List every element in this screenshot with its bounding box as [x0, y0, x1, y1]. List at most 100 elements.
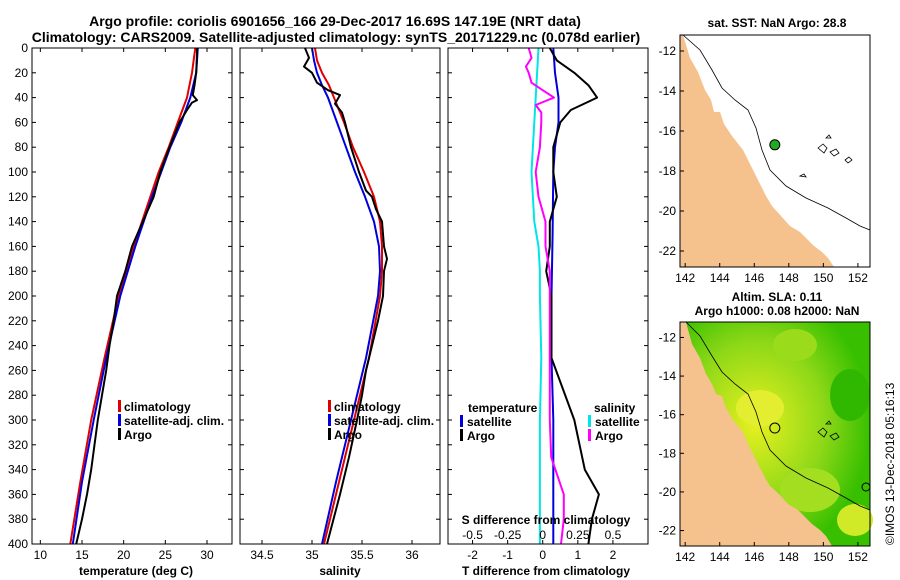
map-x-tick-label: 148 — [779, 550, 799, 564]
x-tick-label: 35 — [305, 548, 319, 562]
sla-map-patch — [736, 390, 784, 426]
sal-legend-argo-mark — [328, 428, 331, 440]
sst-map-islands — [798, 134, 853, 178]
map-y-tick-label: -16 — [659, 408, 677, 422]
sst-map-title: sat. SST: NaN Argo: 28.8 — [708, 16, 847, 30]
map-x-tick-label: 152 — [848, 550, 868, 564]
sst-map-argo-marker — [769, 139, 781, 151]
legend-salinity-satellite-mark — [588, 415, 591, 427]
series-line-climatology — [314, 47, 383, 545]
depth-tick-label: 400 — [8, 537, 28, 551]
temp-legend-argo-mark — [118, 428, 121, 440]
map-x-tick-label: 146 — [744, 550, 764, 564]
sla-map-patch — [837, 504, 873, 536]
sla-map-title-line1: Altim. SLA: 0.11 — [732, 290, 823, 304]
x-tick-label: 25 — [159, 548, 173, 562]
difference-legend-temperature: temperature satellite Argo — [460, 401, 538, 443]
salinity-axis-label: salinity — [319, 564, 361, 578]
map-y-tick-label: -16 — [659, 124, 677, 138]
difference-series — [448, 47, 648, 545]
temperature-panel: 0 20 40 60 80 100 120 140 160 180 200 220 240 260 280 3… — [8, 41, 233, 578]
legend-temperature-title: temperature — [468, 401, 538, 415]
x-tick-label: -2 — [467, 548, 478, 562]
legend-temperature-argo-mark — [460, 429, 463, 441]
depth-tick-label: 220 — [8, 314, 28, 328]
map-y-tick-label: -22 — [659, 524, 677, 538]
t-difference-tick-labels: -2 -1 0 1 2 — [467, 48, 617, 562]
series-line-argo — [303, 47, 388, 545]
depth-tick-label: 60 — [15, 115, 29, 129]
depth-tick-label: 240 — [8, 339, 28, 353]
x-tick-label: 34.5 — [250, 548, 274, 562]
temp-legend-satellite: satellite-adj. clim. — [124, 414, 224, 428]
map-x-tick-label: 150 — [813, 550, 833, 564]
depth-tick-label: 340 — [8, 463, 28, 477]
salinity-frame — [239, 47, 441, 545]
temp-legend-climatology-mark — [118, 400, 121, 412]
map-y-tick-label: -20 — [659, 485, 677, 499]
depth-tick-label: 40 — [15, 91, 29, 105]
map-y-tick-label: -22 — [659, 244, 677, 258]
salinity-legend: climatology satellite-adj. clim. Argo — [328, 400, 434, 442]
s-tick-label: 0.25 — [566, 528, 590, 542]
depth-tick-label: 360 — [8, 487, 28, 501]
map-x-tick-label: 150 — [813, 271, 833, 285]
sst-map: sat. SST: NaN Argo: 28.8 142 144 146 148 150… — [659, 16, 871, 285]
map-x-tick-label: 146 — [744, 271, 764, 285]
map-y-tick-label: -14 — [659, 369, 677, 383]
difference-legend-salinity: salinity satellite Argo — [588, 401, 640, 443]
x-tick-label: 15 — [75, 548, 89, 562]
map-x-tick-label: 142 — [675, 271, 695, 285]
sst-map-tick-labels: 142 144 146 148 150 152 -12 -14 -16 -18 -20 -22 — [659, 44, 869, 285]
temperature-axis-label: temperature (deg C) — [79, 564, 193, 578]
x-tick-label: -1 — [502, 548, 513, 562]
series-line-salinity-satellite — [530, 47, 543, 544]
sla-map-frame — [679, 321, 871, 547]
sla-map-land — [680, 322, 832, 546]
sst-map-land — [680, 35, 834, 267]
sal-legend-climatology-mark — [328, 400, 331, 412]
map-y-tick-label: -18 — [659, 164, 677, 178]
depth-tick-label: 140 — [8, 215, 28, 229]
map-x-tick-label: 148 — [779, 271, 799, 285]
title-line1: Argo profile: coriolis 6901656_166 29-De… — [89, 13, 581, 29]
temperature-legend: climatology satellite-adj. clim. Argo — [118, 400, 224, 442]
depth-tick-label: 120 — [8, 190, 28, 204]
x-tick-label: 30 — [200, 548, 214, 562]
sal-legend-climatology: climatology — [334, 400, 401, 414]
series-line-temperature-satellite — [550, 47, 560, 544]
sst-map-frame — [679, 34, 871, 268]
depth-tick-labels: 0 20 40 60 80 100 120 140 160 180 200 220 240 260 280 3… — [8, 41, 28, 551]
sla-map-islands — [817, 420, 840, 441]
legend-salinity-satellite: satellite — [595, 415, 640, 429]
temperature-tick-labels: 10 15 20 25 30 — [34, 48, 214, 562]
map-y-tick-label: -12 — [659, 330, 677, 344]
sal-legend-satellite: satellite-adj. clim. — [334, 414, 434, 428]
legend-salinity-argo: Argo — [595, 429, 623, 443]
sla-map-patch — [773, 329, 817, 361]
depth-tick-label: 320 — [8, 438, 28, 452]
s-tick-label: 0 — [539, 528, 546, 542]
s-tick-label: -0.25 — [494, 528, 522, 542]
depth-tick-label: 20 — [15, 66, 29, 80]
legend-salinity-title: salinity — [594, 401, 636, 415]
salinity-panel: 34.5 35 35.5 36 salinity climatology satell… — [239, 47, 441, 578]
depth-tick-label: 260 — [8, 363, 28, 377]
salinity-tick-labels: 34.5 35 35.5 36 — [250, 48, 419, 562]
depth-tick-label: 80 — [15, 140, 29, 154]
s-tick-label: -0.5 — [462, 528, 483, 542]
legend-salinity-argo-mark — [588, 429, 591, 441]
temp-legend-argo: Argo — [124, 428, 152, 442]
legend-temperature-satellite-mark — [460, 415, 463, 427]
imos-watermark: ©IMOS 13-Dec-2018 05:16:13 — [883, 382, 897, 545]
series-line-climatology — [69, 47, 197, 545]
x-tick-label: 35.5 — [350, 548, 374, 562]
map-y-tick-label: -12 — [659, 44, 677, 58]
temp-legend-satellite-mark — [118, 414, 121, 426]
map-x-tick-label: 142 — [675, 550, 695, 564]
x-tick-label: 0 — [539, 548, 546, 562]
difference-panel: -2 -1 0 1 2 -0.5 -0.25 0 0.25 0.5 S difference f… — [447, 47, 649, 578]
sla-map-tick-labels: 142 144 146 148 150 152 -12 -14 -16 -18 -20 -22 — [659, 330, 869, 564]
difference-frame — [447, 47, 649, 545]
